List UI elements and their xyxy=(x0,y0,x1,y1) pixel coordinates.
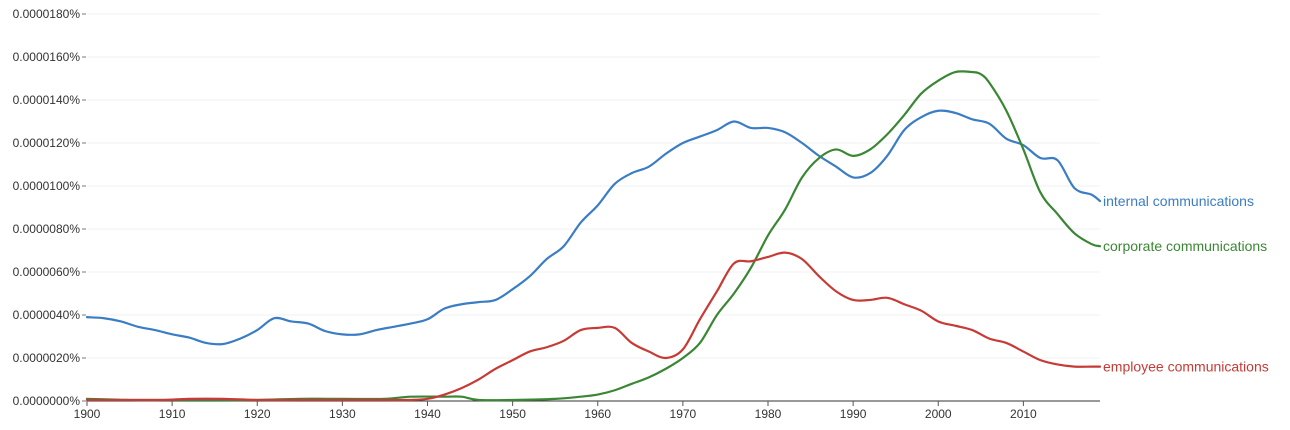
x-tick-label: 1990 xyxy=(840,407,867,421)
y-tick-label: 0.0000160% xyxy=(13,50,81,64)
x-tick-label: 1960 xyxy=(584,407,611,421)
x-tick-label: 1980 xyxy=(755,407,782,421)
y-tick-label: 0.0000060% xyxy=(13,265,81,279)
series-labels: internal communications corporate communi… xyxy=(1103,193,1269,375)
series-label-corporate-communications: corporate communications xyxy=(1103,238,1267,254)
x-tick-label: 1940 xyxy=(414,407,441,421)
series-label-internal-communications: internal communications xyxy=(1103,193,1254,209)
x-tick-label: 1970 xyxy=(670,407,697,421)
y-axis-ticks: 0.0000000% 0.0000020% 0.0000040% 0.0000060%… xyxy=(13,7,86,408)
x-tick-label: 2000 xyxy=(925,407,952,421)
gridlines xyxy=(87,13,1100,359)
y-tick-label: 0.0000000% xyxy=(13,394,81,408)
x-axis-ticks: 1900 1910 1920 1930 1940 1950 1960 1970 1980 1990… xyxy=(74,401,1037,421)
series-label-employee-communications: employee communications xyxy=(1103,359,1269,375)
y-tick-label: 0.0000040% xyxy=(13,308,81,322)
series-line-employee-communications xyxy=(85,251,1102,402)
x-tick-label: 1950 xyxy=(499,407,526,421)
series-line-corporate-communications xyxy=(85,70,1102,402)
y-tick-label: 0.0000120% xyxy=(13,136,81,150)
x-tick-label: 1910 xyxy=(159,407,186,421)
y-tick-label: 0.0000180% xyxy=(13,7,81,21)
x-tick-label: 1920 xyxy=(244,407,271,421)
y-tick-label: 0.0000140% xyxy=(13,93,81,107)
x-tick-label: 1900 xyxy=(74,407,101,421)
series-lines xyxy=(85,70,1102,402)
y-tick-label: 0.0000100% xyxy=(13,179,81,193)
x-tick-label: 2010 xyxy=(1010,407,1037,421)
series-line-internal-communications xyxy=(85,109,1102,346)
y-tick-label: 0.0000080% xyxy=(13,222,81,236)
x-tick-label: 1930 xyxy=(329,407,356,421)
y-tick-label: 0.0000020% xyxy=(13,351,81,365)
